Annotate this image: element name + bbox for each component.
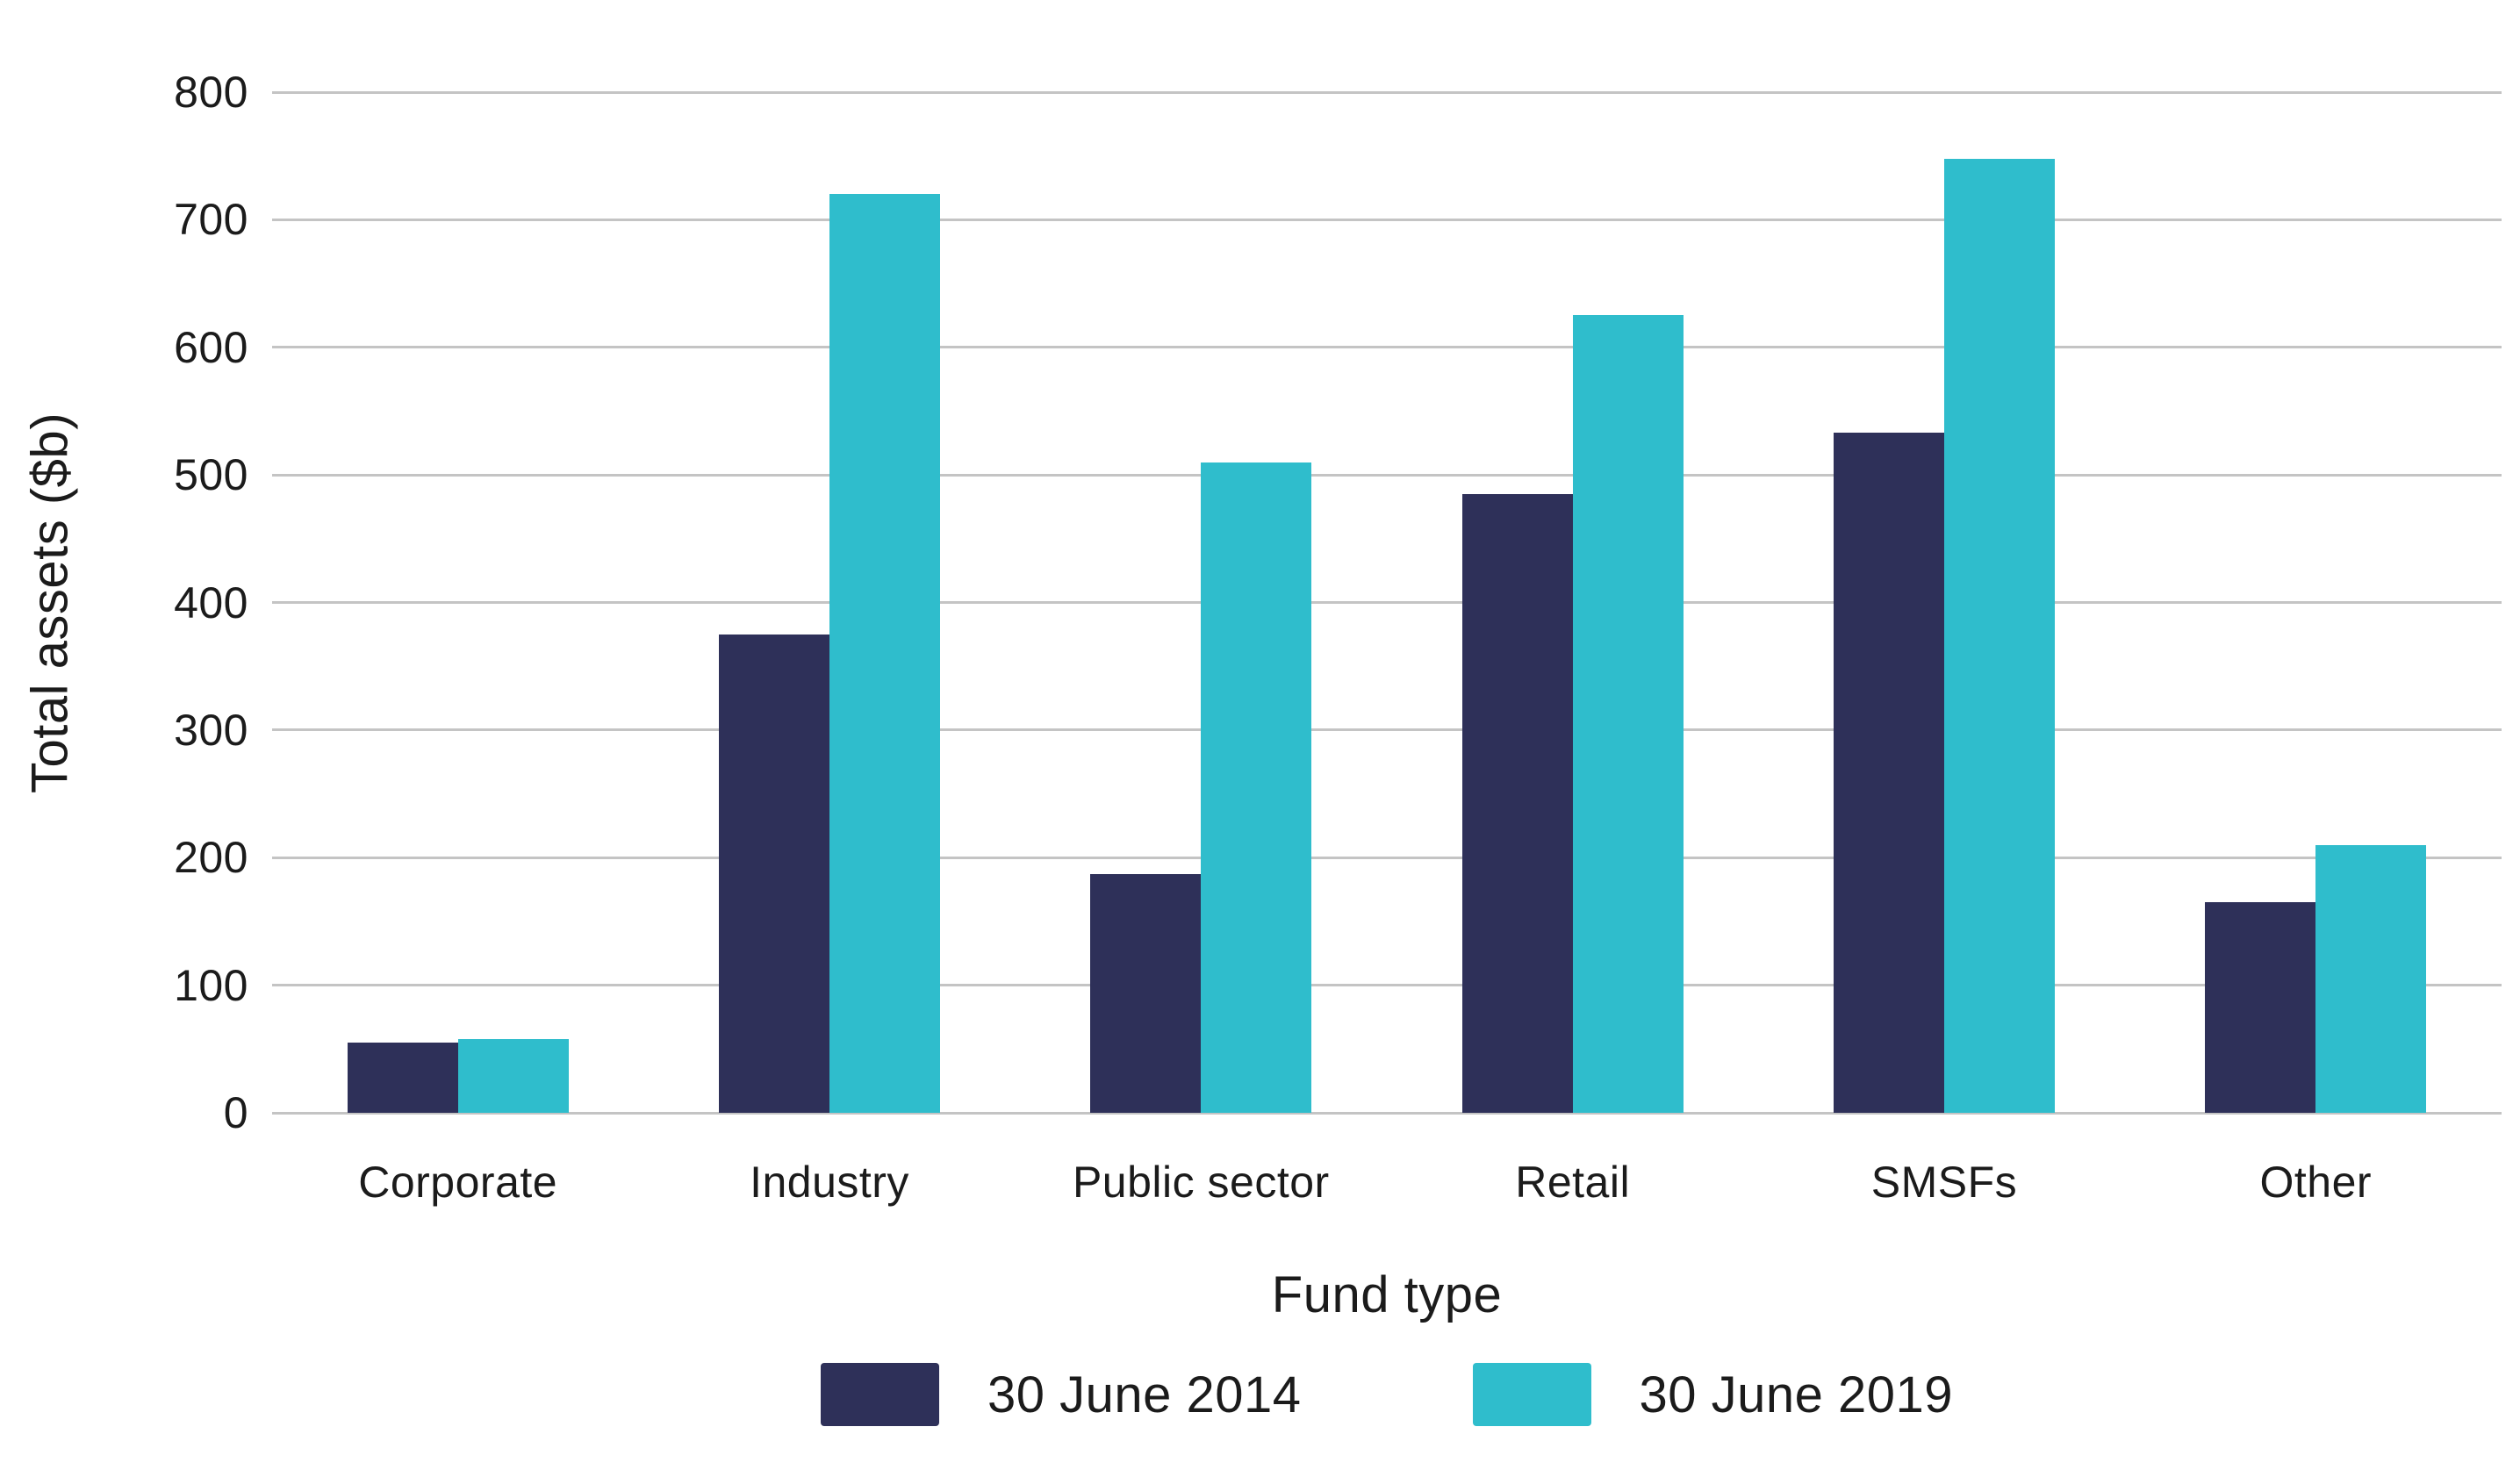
bar-industry-30-June-2014 (718, 634, 829, 1113)
plot-area (272, 90, 2502, 1115)
bar-retail-30-June-2019 (1572, 315, 1684, 1113)
bar-other-30-June-2014 (2205, 902, 2316, 1113)
y-tick-label-600: 600 (174, 322, 248, 372)
x-label-industry: Industry (750, 1158, 909, 1207)
gridline-700 (272, 218, 2502, 221)
y-tick-label-500: 500 (174, 450, 248, 500)
bar-industry-30-June-2019 (829, 194, 940, 1113)
y-tick-label-200: 200 (174, 833, 248, 883)
bar-corporate-30-June-2014 (347, 1043, 458, 1113)
legend-label-2014: 30 June 2014 (987, 1366, 1302, 1423)
bar-other-30-June-2019 (2315, 844, 2427, 1113)
legend-label-2019: 30 June 2019 (1639, 1366, 1954, 1423)
x-label-public-sector: Public sector (1072, 1158, 1330, 1207)
bar-group-industry (643, 92, 1015, 1113)
x-label-smsfs: SMSFs (1870, 1158, 2018, 1207)
bar-group-other (2130, 92, 2502, 1113)
y-tick-label-0: 0 (223, 1088, 248, 1137)
legend: 30 June 2014 30 June 2019 (272, 1363, 2502, 1426)
bar-public-sector-30-June-2019 (1201, 462, 1312, 1113)
legend-swatch-2014 (820, 1363, 939, 1426)
gridline-600 (272, 346, 2502, 349)
x-label-other: Other (2259, 1158, 2373, 1207)
x-label-retail: Retail (1515, 1158, 1631, 1207)
gridline-200 (272, 856, 2502, 859)
bar-groups (272, 92, 2502, 1113)
gridline-300 (272, 728, 2502, 732)
gridline-0 (272, 1111, 2502, 1115)
gridline-100 (272, 984, 2502, 987)
legend-swatch-2019 (1472, 1363, 1591, 1426)
y-tick-label-700: 700 (174, 195, 248, 245)
x-category-labels: Corporate Industry Public sector Retail SMSF… (272, 1157, 2502, 1208)
bar-group-retail (1387, 92, 1758, 1113)
y-tick-label-100: 100 (174, 960, 248, 1010)
bar-group-smsfs (1758, 92, 2129, 1113)
gridline-500 (272, 473, 2502, 477)
bar-smsfs-30-June-2019 (1943, 158, 2055, 1113)
x-label-corporate: Corporate (358, 1158, 558, 1207)
legend-item-2014: 30 June 2014 (820, 1363, 1302, 1426)
y-tick-label-300: 300 (174, 705, 248, 755)
gridline-800 (272, 90, 2502, 94)
gridline-400 (272, 601, 2502, 604)
bar-public-sector-30-June-2014 (1090, 874, 1202, 1113)
bar-corporate-30-June-2019 (457, 1038, 569, 1113)
bar-smsfs-30-June-2014 (1833, 433, 1944, 1113)
x-axis-title: Fund type (1271, 1266, 1503, 1323)
bar-group-corporate (272, 92, 643, 1113)
y-tick-label-800: 800 (174, 68, 248, 117)
bar-retail-30-June-2014 (1461, 493, 1573, 1113)
legend-item-2019: 30 June 2019 (1472, 1363, 1954, 1426)
y-tick-label-400: 400 (174, 577, 248, 627)
bar-group-public-sector (1016, 92, 1387, 1113)
